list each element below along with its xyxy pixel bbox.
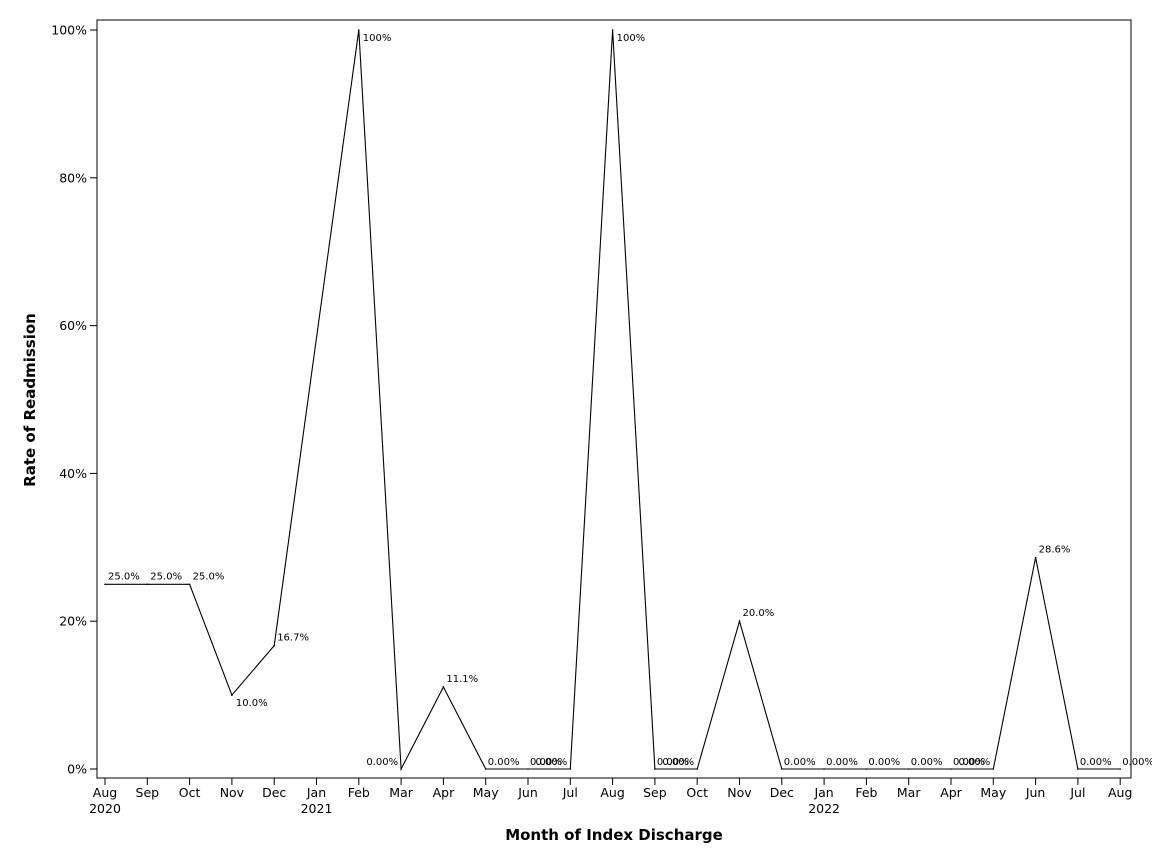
x-tick-month-label: Jan [813, 785, 833, 800]
x-tick-month-label: Oct [686, 785, 708, 800]
x-tick-month-label: Sep [136, 785, 160, 800]
x-tick-month-label: Aug [93, 785, 117, 800]
data-label: 100% [363, 33, 392, 44]
series-line [105, 29, 1121, 772]
x-tick-month-label: Feb [855, 785, 877, 800]
data-point [654, 768, 656, 770]
data-point [738, 620, 741, 622]
data-point [188, 583, 191, 586]
data-label: 0.00% [530, 757, 562, 768]
data-label: 0.00% [911, 757, 943, 768]
y-tick-label: 100% [51, 23, 87, 38]
data-label: 0.00% [662, 757, 694, 768]
x-tick-month-label: Mar [897, 785, 921, 800]
x-tick-month-label: Jun [517, 785, 538, 800]
data-labels: 25.0% 25.0% 25.0% 10.0% 16.7% 100% 0.00% 11.1% 0… [104, 29, 1152, 770]
data-point [442, 686, 445, 688]
y-axis: 0% 20% 40% 60% 80% 100% [51, 23, 97, 777]
data-label: 0.00% [959, 757, 991, 768]
data-point [611, 29, 614, 31]
x-tick-month-label: Oct [179, 785, 201, 800]
data-label: 0.00% [657, 757, 689, 768]
data-point [569, 768, 572, 770]
data-point [696, 768, 698, 770]
data-label: 0.00% [366, 757, 398, 768]
plot-frame [96, 19, 1132, 779]
data-label: 25.0% [193, 571, 225, 582]
data-point [358, 29, 360, 31]
x-tick-month-label: Jul [1069, 785, 1085, 800]
x-tick-month-label: Sep [643, 785, 667, 800]
x-tick-month-label: Jan [306, 785, 326, 800]
y-axis-title: Rate of Readmission [21, 313, 39, 487]
data-point [865, 768, 868, 770]
y-tick-label: 40% [59, 466, 87, 481]
data-point [823, 768, 825, 770]
x-tick-month-label: Mar [389, 785, 413, 800]
data-label: 0.00% [536, 757, 568, 768]
x-tick-month-label: Dec [262, 785, 286, 800]
data-label: 100% [617, 33, 646, 44]
data-point [1077, 768, 1079, 770]
x-tick-month-label: Dec [770, 785, 794, 800]
y-tick-label: 60% [59, 318, 87, 333]
x-tick-month-label: Apr [940, 785, 962, 800]
data-label: 0.00% [1080, 757, 1112, 768]
data-point [781, 768, 783, 770]
x-tick-month-label: Aug [600, 785, 624, 800]
y-tick-label: 0% [67, 762, 87, 777]
data-point [146, 583, 149, 586]
x-axis-title: Month of Index Discharge [505, 826, 723, 844]
x-tick-year-label: 2020 [89, 801, 121, 816]
data-label: 0.00% [1122, 757, 1152, 768]
data-label: 0.00% [784, 757, 816, 768]
data-label: 11.1% [446, 674, 478, 685]
x-tick-month-label: Aug [1108, 785, 1132, 800]
data-point [527, 768, 529, 770]
data-label: 0.00% [488, 757, 520, 768]
x-tick-month-label: Apr [433, 785, 455, 800]
x-tick-month-label: Nov [727, 785, 752, 800]
x-tick-month-label: May [473, 785, 499, 800]
data-point [484, 768, 487, 770]
data-point [273, 644, 276, 647]
x-tick-month-label: Nov [220, 785, 245, 800]
data-label: 0.00% [826, 757, 858, 768]
data-point [992, 768, 995, 770]
data-label: 0.00% [953, 757, 985, 768]
x-tick-month-label: May [980, 785, 1006, 800]
data-point [950, 768, 952, 770]
data-label: 0.00% [868, 757, 900, 768]
data-label: 25.0% [150, 571, 182, 582]
y-tick-label: 20% [59, 614, 87, 629]
x-tick-month-label: Feb [348, 785, 370, 800]
x-tick-month-label: Jul [562, 785, 578, 800]
data-point [400, 768, 402, 770]
data-label: 28.6% [1039, 545, 1071, 556]
x-tick-year-label: 2022 [808, 801, 840, 816]
data-label: 25.0% [108, 571, 140, 582]
data-point [1034, 556, 1037, 559]
data-point [104, 583, 106, 586]
x-tick-year-label: 2021 [301, 801, 333, 816]
data-label: 20.0% [743, 608, 775, 619]
y-tick-label: 80% [59, 170, 87, 185]
data-point [907, 768, 910, 770]
x-tick-month-label: Jun [1025, 785, 1046, 800]
data-point [1119, 768, 1121, 770]
data-label: 10.0% [236, 698, 268, 709]
data-point [231, 694, 233, 696]
data-label: 16.7% [277, 633, 309, 644]
